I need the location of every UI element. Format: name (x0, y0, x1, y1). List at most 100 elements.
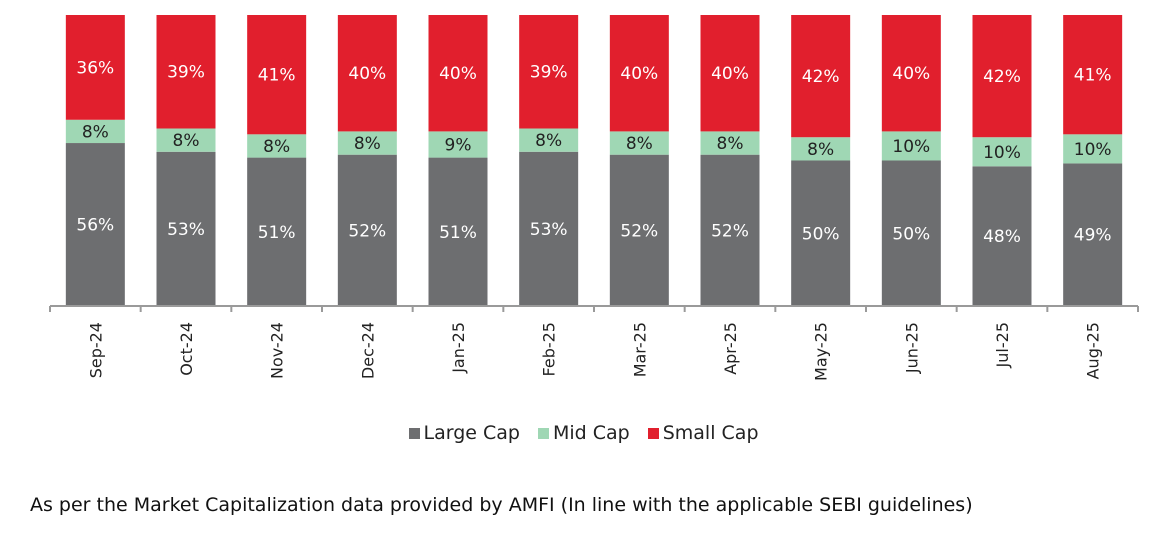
data-label-small-cap-mar-25: 40% (620, 64, 658, 84)
bar-segment-mid-cap-feb-25 (519, 128, 579, 152)
legend-item-mid-cap: Mid Cap (537, 422, 630, 444)
data-label-large-cap-jul-25: 48% (983, 227, 1021, 247)
x-tick-label-jan-25: Jan-25 (449, 322, 468, 374)
data-label-mid-cap-mar-25: 8% (626, 134, 653, 154)
bar-segment-mid-cap-oct-24 (156, 128, 216, 152)
data-label-mid-cap-may-25: 8% (807, 140, 834, 160)
bar-segment-large-cap-mar-25 (609, 154, 669, 306)
legend-swatch-small-cap (647, 427, 659, 439)
legend: Large Cap Mid Cap Small Cap (0, 422, 1167, 444)
data-label-large-cap-apr-25: 52% (711, 221, 749, 241)
bar-segment-small-cap-sep-24 (65, 15, 125, 120)
x-tick-label-sep-24: Sep-24 (86, 322, 105, 378)
data-label-large-cap-jun-25: 50% (892, 224, 930, 244)
data-label-large-cap-dec-24: 52% (348, 221, 386, 241)
bar-segment-small-cap-may-25 (791, 15, 851, 138)
legend-swatch-large-cap (408, 427, 420, 439)
bar-segment-small-cap-dec-24 (337, 15, 397, 132)
bar-segment-mid-cap-mar-25 (609, 131, 669, 155)
data-label-small-cap-jul-25: 42% (983, 67, 1021, 87)
data-label-large-cap-aug-25: 49% (1074, 226, 1112, 246)
data-label-mid-cap-jan-25: 9% (445, 135, 472, 155)
data-label-mid-cap-oct-24: 8% (173, 131, 200, 151)
bar-segment-large-cap-dec-24 (337, 154, 397, 306)
bar-segment-large-cap-jul-25 (972, 166, 1032, 306)
data-label-small-cap-sep-24: 36% (76, 58, 114, 78)
x-axis (49, 305, 1139, 312)
bar-segment-small-cap-apr-25 (700, 15, 760, 132)
bar-segment-mid-cap-sep-24 (65, 119, 125, 144)
data-label-small-cap-apr-25: 40% (711, 64, 749, 84)
x-tick-label-jul-25: Jul-25 (993, 322, 1012, 368)
data-label-large-cap-nov-24: 51% (258, 223, 296, 243)
bar-segment-small-cap-jun-25 (881, 15, 941, 132)
bar-segment-mid-cap-jun-25 (881, 131, 941, 161)
data-label-large-cap-oct-24: 53% (167, 220, 205, 240)
data-label-small-cap-jun-25: 40% (892, 64, 930, 84)
bar-segment-small-cap-nov-24 (247, 15, 307, 135)
data-label-mid-cap-apr-25: 8% (717, 134, 744, 154)
x-tick-label-dec-24: Dec-24 (358, 322, 377, 379)
data-label-large-cap-sep-24: 56% (76, 216, 114, 236)
x-tick-label-may-25: May-25 (812, 322, 831, 381)
bar-segment-large-cap-jun-25 (881, 160, 941, 306)
bar-segment-small-cap-oct-24 (156, 15, 216, 129)
data-label-mid-cap-feb-25: 8% (535, 131, 562, 151)
bar-segment-mid-cap-jul-25 (972, 137, 1032, 167)
legend-label-large-cap: Large Cap (423, 422, 520, 444)
data-label-mid-cap-sep-24: 8% (82, 122, 109, 142)
x-tick-label-jun-25: Jun-25 (902, 322, 921, 374)
data-label-small-cap-oct-24: 39% (167, 63, 205, 83)
bar-segment-mid-cap-aug-25 (1063, 134, 1123, 164)
legend-label-small-cap: Small Cap (662, 422, 759, 444)
data-label-mid-cap-aug-25: 10% (1074, 140, 1112, 160)
bar-segment-mid-cap-nov-24 (247, 134, 307, 158)
bar-segment-mid-cap-dec-24 (337, 131, 397, 155)
x-tick-label-mar-25: Mar-25 (630, 322, 649, 377)
bar-segment-large-cap-aug-25 (1063, 163, 1123, 306)
bar-segment-large-cap-sep-24 (65, 143, 125, 306)
bar-segment-mid-cap-jan-25 (428, 131, 488, 158)
legend-label-mid-cap: Mid Cap (552, 422, 630, 444)
data-label-large-cap-feb-25: 53% (530, 220, 568, 240)
x-tick-label-feb-25: Feb-25 (540, 322, 559, 376)
data-label-small-cap-dec-24: 40% (348, 64, 386, 84)
legend-swatch-mid-cap (537, 427, 549, 439)
data-label-mid-cap-jun-25: 10% (892, 137, 930, 157)
bar-segment-large-cap-may-25 (791, 160, 851, 306)
data-label-large-cap-jan-25: 51% (439, 223, 477, 243)
legend-item-large-cap: Large Cap (408, 422, 520, 444)
bar-segment-large-cap-apr-25 (700, 154, 760, 306)
bar-segment-large-cap-jan-25 (428, 157, 488, 306)
bar-segment-small-cap-jul-25 (972, 15, 1032, 138)
data-label-mid-cap-jul-25: 10% (983, 143, 1021, 163)
x-tick-label-apr-25: Apr-25 (721, 322, 740, 375)
data-label-small-cap-nov-24: 41% (258, 66, 296, 86)
bar-segment-mid-cap-may-25 (791, 137, 851, 161)
legend-item-small-cap: Small Cap (647, 422, 759, 444)
x-tick-label-nov-24: Nov-24 (268, 322, 287, 379)
stacked-bar-chart: 56% 8% 36% 53% 8% 39% 51% 8% 41% 52% 8% 40% 51% 9% 40%… (49, 15, 1139, 381)
x-tick-label-oct-24: Oct-24 (177, 322, 196, 376)
bar-segment-mid-cap-apr-25 (700, 131, 760, 155)
x-tick-label-aug-25: Aug-25 (1084, 322, 1103, 379)
data-label-mid-cap-nov-24: 8% (263, 137, 290, 157)
bar-segment-small-cap-mar-25 (609, 15, 669, 132)
footnote: As per the Market Capitalization data pr… (30, 494, 973, 516)
data-label-small-cap-feb-25: 39% (530, 63, 568, 83)
data-label-small-cap-aug-25: 41% (1074, 66, 1112, 86)
bar-segment-large-cap-nov-24 (247, 157, 307, 306)
data-label-small-cap-jan-25: 40% (439, 64, 477, 84)
bar-segment-small-cap-jan-25 (428, 15, 488, 132)
bar-segment-small-cap-feb-25 (519, 15, 579, 129)
bar-segment-large-cap-oct-24 (156, 151, 216, 306)
chart-area: 56% 8% 36% 53% 8% 39% 51% 8% 41% 52% 8% 40% 51% 9% 40%… (49, 15, 1139, 381)
bar-segment-large-cap-feb-25 (519, 151, 579, 306)
bars-layer: 56% 8% 36% 53% 8% 39% 51% 8% 41% 52% 8% 40% 51% 9% 40%… (65, 15, 1123, 306)
data-label-large-cap-mar-25: 52% (620, 221, 658, 241)
x-tick-labels: Sep-24 Oct-24 Nov-24 Dec-24 Jan-25 Feb-25 Mar-… (86, 322, 1102, 381)
data-label-large-cap-may-25: 50% (802, 224, 840, 244)
bar-segment-small-cap-aug-25 (1063, 15, 1123, 135)
data-label-mid-cap-dec-24: 8% (354, 134, 381, 154)
data-label-small-cap-may-25: 42% (802, 67, 840, 87)
